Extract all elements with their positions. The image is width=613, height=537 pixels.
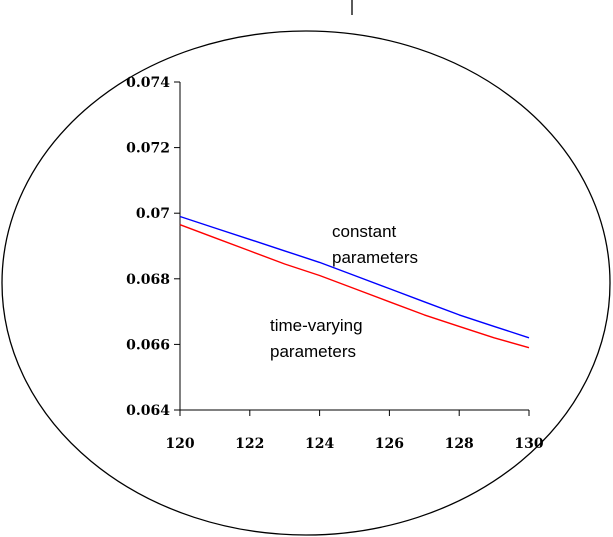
annotation-time-varying-line1: time-varying	[270, 316, 363, 335]
annotation-time-varying-line2: parameters	[270, 342, 356, 361]
y-tick-label: 0.068	[126, 272, 170, 288]
x-tick-label: 128	[445, 436, 474, 452]
x-tick-label: 126	[375, 436, 404, 452]
x-tick-label: 122	[235, 436, 264, 452]
x-tick-label: 124	[305, 436, 334, 452]
x-ticks: 120 122 124 126 128 130	[165, 410, 544, 452]
series-constant-parameters-line	[179, 215, 530, 339]
y-ticks: 0.064 0.066 0.068 0.07 0.072 0.074	[126, 75, 180, 419]
y-tick-label: 0.074	[126, 75, 170, 91]
y-tick-label: 0.066	[126, 337, 170, 353]
y-tick-label: 0.064	[126, 403, 170, 419]
annotation-constant: constant parameters	[332, 222, 418, 267]
series-layer	[179, 215, 530, 349]
x-tick-label: 130	[514, 436, 543, 452]
annotation-constant-line1: constant	[332, 222, 397, 241]
y-tick-label: 0.07	[136, 206, 170, 222]
annotation-constant-line2: parameters	[332, 248, 418, 267]
ellipse-outline	[1, 30, 611, 536]
annotation-time-varying: time-varying parameters	[270, 316, 367, 361]
y-tick-label: 0.072	[126, 141, 170, 157]
series-time-varying-parameters-line	[179, 224, 530, 349]
x-tick-label: 120	[165, 436, 194, 452]
